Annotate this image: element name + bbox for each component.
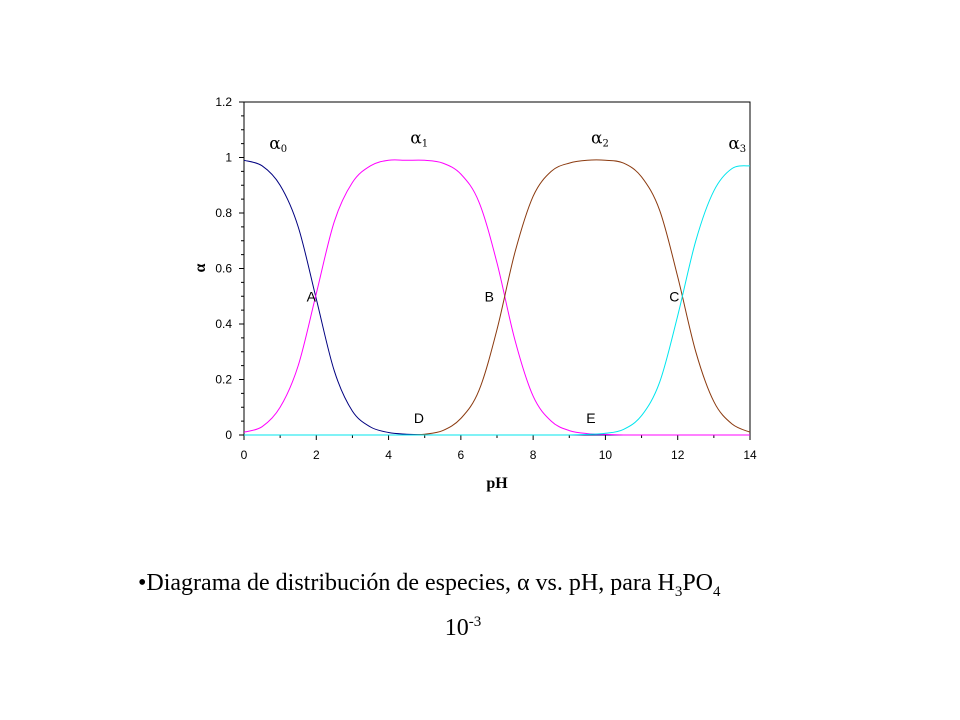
caption: •Diagrama de distribución de especies, α… xyxy=(138,568,818,643)
labels-layer: α0 α1 α2 α3 A B C D E xyxy=(269,129,746,426)
y-axis-title: α xyxy=(192,263,209,272)
series-line-alpha1 xyxy=(243,159,750,436)
point-label-b: B xyxy=(485,288,494,304)
axes: 0 2 4 6 8 10 12 14 0 0.2 0.4 0.6 0.8 1 1.2 xyxy=(215,95,757,462)
caption-sub-2: 4 xyxy=(713,583,721,600)
x-tick-label: 6 xyxy=(458,448,465,462)
x-tick-label: 12 xyxy=(671,448,685,462)
caption-exponent: -3 xyxy=(468,613,482,630)
point-label-c: C xyxy=(669,288,679,304)
caption-sub-1: 3 xyxy=(674,583,683,600)
x-tick-label: 8 xyxy=(530,448,537,462)
series-line-alpha3 xyxy=(244,165,751,436)
caption-line-1: •Diagrama de distribución de especies, α… xyxy=(138,568,818,607)
series-label-alpha1: α1 xyxy=(410,129,428,150)
x-tick-label: 0 xyxy=(241,448,248,462)
caption-bullet: • xyxy=(138,570,147,596)
point-label-e: E xyxy=(586,410,595,426)
series-layer xyxy=(243,159,751,436)
y-tick-label: 0.2 xyxy=(215,373,232,387)
caption-formula-mid: PO xyxy=(682,570,714,596)
series-label-alpha2: α2 xyxy=(591,129,609,150)
x-tick-label: 2 xyxy=(313,448,320,462)
x-axis-title: pH xyxy=(486,475,508,492)
series-label-alpha0: α0 xyxy=(269,134,287,155)
caption-text: Diagrama de distribución de especies, α … xyxy=(146,570,675,596)
y-tick-label: 0.4 xyxy=(215,317,232,331)
y-tick-label: 1 xyxy=(225,151,232,165)
y-tick-label: 0.8 xyxy=(215,206,232,220)
x-tick-label: 10 xyxy=(599,448,613,462)
caption-line-2: 10-3 xyxy=(138,607,788,643)
point-label-d: D xyxy=(414,410,424,426)
point-label-a: A xyxy=(307,288,317,304)
y-tick-label: 1.2 xyxy=(215,95,232,109)
caption-concentration: 10 xyxy=(444,614,469,641)
plot-frame xyxy=(243,101,751,436)
series-label-alpha3: α3 xyxy=(728,134,746,155)
x-tick-label: 4 xyxy=(385,448,392,462)
y-tick-label: 0 xyxy=(225,428,232,442)
y-tick-label: 0.6 xyxy=(215,262,232,276)
x-tick-label: 14 xyxy=(743,448,757,462)
distribution-chart: 0 2 4 6 8 10 12 14 0 0.2 0.4 0.6 0.8 1 1.2 α0 α1 α2 α3 A B C… xyxy=(192,95,757,492)
